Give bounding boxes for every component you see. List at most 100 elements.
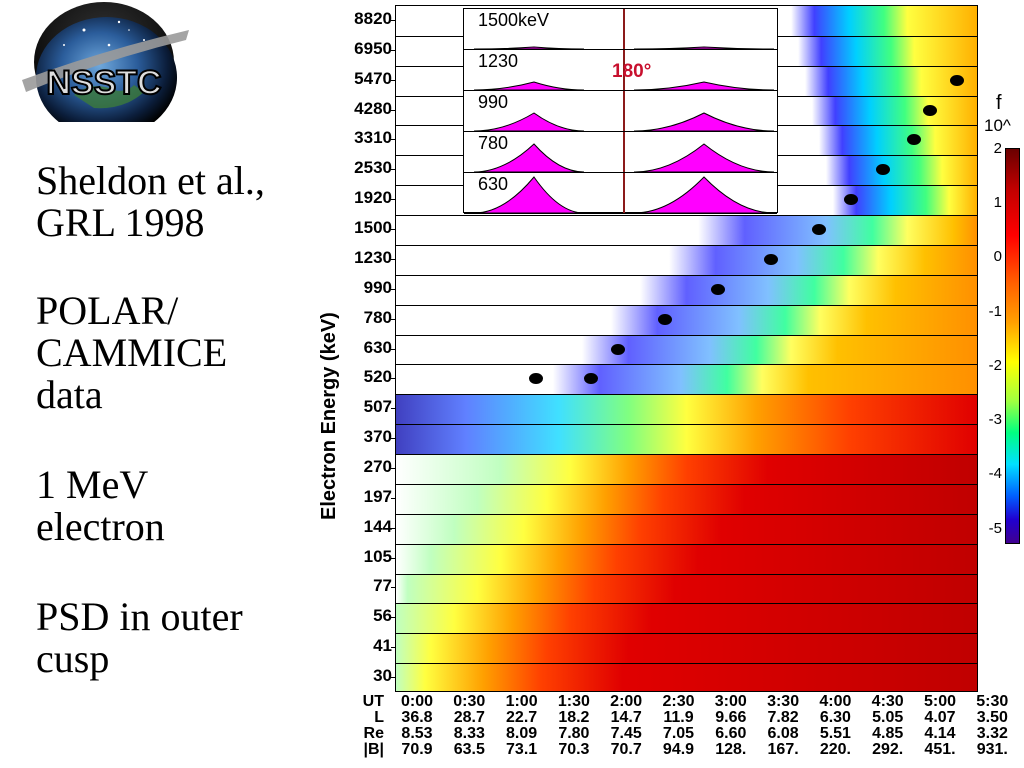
ephemeris-value: 14.7	[610, 709, 642, 726]
y-tick-label: 41	[373, 636, 392, 656]
energy-row	[396, 274, 977, 305]
ephemeris-value: 63.5	[453, 741, 485, 758]
energy-row	[396, 334, 977, 365]
caption: POLAR/ CAMMICE data	[36, 290, 227, 416]
colorbar-tick-label: 2	[993, 140, 1002, 157]
y-tick-label: 1500	[354, 218, 392, 238]
energy-row	[396, 424, 977, 455]
ephemeris-value: 36.8	[401, 709, 433, 726]
logo-text: NSSTC	[46, 64, 161, 102]
inset-energy-label: 630	[478, 174, 509, 194]
y-tick	[391, 408, 397, 410]
inset-energy-label: 780	[478, 133, 509, 153]
psd-point	[610, 343, 625, 355]
psd-point	[923, 104, 938, 116]
y-tick-label: 8820	[354, 8, 392, 28]
y-tick	[391, 647, 397, 649]
y-tick	[391, 348, 397, 350]
colorbar	[1005, 148, 1020, 544]
x-tick-label: 1:00	[505, 693, 538, 710]
pitch-angle-curve	[633, 112, 775, 132]
caption-line: data	[36, 372, 103, 417]
pitch-angle-curve	[473, 176, 585, 214]
x-tick-label: 3:30	[767, 693, 800, 710]
psd-point	[711, 283, 726, 295]
y-tick-label: 370	[363, 427, 392, 447]
inset-row	[464, 91, 777, 132]
caption: Sheldon et al., GRL 1998	[36, 160, 265, 244]
pitch-angle-curve	[473, 46, 585, 50]
y-tick	[391, 199, 397, 201]
y-tick	[391, 79, 397, 81]
caption: PSD in outer cusp	[36, 596, 243, 680]
y-tick	[391, 617, 397, 619]
ephemeris-value: 70.3	[558, 741, 590, 758]
inset-row	[464, 173, 777, 214]
y-tick-label: 6950	[354, 38, 392, 58]
y-tick	[391, 109, 397, 111]
y-tick-label: 2530	[354, 158, 392, 178]
ephemeris-value: 5.05	[872, 709, 904, 726]
caption-line: Sheldon et al.,	[36, 158, 265, 203]
caption: 1 MeV electron	[36, 464, 165, 548]
ephemeris-value: 6.60	[715, 725, 747, 742]
ephemeris-value: 292.	[872, 741, 904, 758]
psd-point	[658, 313, 673, 325]
ephemeris-value: 73.1	[506, 741, 538, 758]
energy-row	[396, 454, 977, 484]
y-tick-label: 144	[363, 516, 392, 536]
psd-point	[528, 373, 543, 385]
caption-line: GRL 1998	[36, 200, 205, 245]
ephemeris-value: 94.9	[662, 741, 695, 758]
ephemeris-value: 9.66	[715, 709, 747, 726]
y-tick	[391, 258, 397, 260]
y-tick	[391, 19, 397, 21]
ephemeris-value: 931.	[976, 741, 1008, 758]
y-tick-label: 1920	[354, 188, 392, 208]
inset-row	[464, 132, 777, 173]
pitch-angle-curve	[473, 143, 585, 173]
ephemeris-value: 18.2	[558, 709, 590, 726]
y-tick-label: 270	[363, 456, 392, 476]
energy-row	[396, 483, 977, 514]
inset-marker-label: 180°	[612, 61, 652, 82]
caption-line: CAMMICE	[36, 330, 228, 375]
energy-row	[396, 543, 977, 574]
y-tick-label: 3310	[354, 128, 392, 148]
x-tick-label: 2:00	[610, 693, 643, 710]
psd-point	[764, 253, 779, 265]
ephemeris-value: 220.	[819, 741, 851, 758]
x-tick-label: 4:30	[871, 693, 904, 710]
x-tick-label: 2:30	[662, 693, 695, 710]
ephemeris-value: 167.	[767, 741, 799, 758]
pitch-angle-curve	[633, 176, 775, 214]
y-tick	[391, 139, 397, 141]
pitch-angle-curve	[473, 112, 585, 132]
y-tick-label: 520	[363, 367, 392, 387]
x-tick-label: 0:00	[400, 693, 434, 710]
ephemeris-value: 4.07	[924, 709, 956, 726]
ephemeris-value: 128.	[715, 741, 747, 758]
energy-row	[396, 364, 977, 395]
y-tick-label: 197	[363, 486, 392, 506]
ephemeris-value: 8.53	[401, 725, 433, 742]
inset-row	[464, 50, 777, 91]
ephemeris-value: 70.7	[610, 741, 642, 758]
ephemeris-row-key: L	[374, 709, 384, 726]
energy-row	[396, 304, 977, 335]
colorbar-tick-label: -5	[988, 519, 1002, 537]
caption-line: 1 MeV	[36, 462, 149, 507]
caption-line: electron	[36, 504, 165, 549]
psd-point	[843, 194, 858, 206]
y-tick	[391, 229, 397, 231]
ephemeris-value: 8.09	[506, 725, 538, 742]
colorbar-tick-label: -1	[988, 302, 1002, 320]
y-tick-label: 30	[373, 666, 392, 686]
ephemeris-value: 22.7	[506, 709, 538, 726]
y-tick-label: 77	[373, 576, 392, 596]
y-tick-label: 5470	[354, 68, 392, 88]
psd-point	[875, 164, 890, 176]
y-tick-label: 630	[363, 337, 392, 357]
ephemeris-value: 5.51	[819, 725, 851, 742]
x-tick-label: 5:30	[976, 693, 1009, 710]
